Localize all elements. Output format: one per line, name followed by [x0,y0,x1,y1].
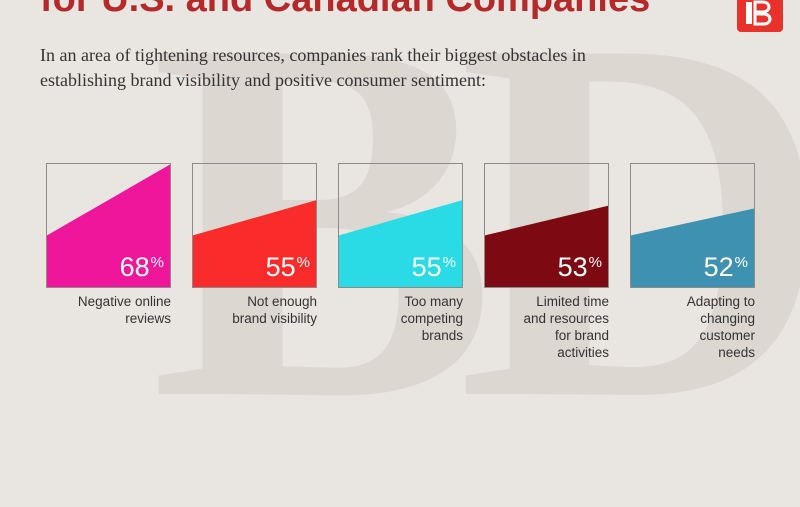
category-label-line: reviews [125,311,171,326]
data-label-value: 53 [557,252,588,282]
bar-card: 55% [338,163,463,288]
logo-mark-icon [746,0,772,26]
category-label: Negative online reviews [46,293,171,327]
data-label-unit: % [442,254,456,271]
category-label-line: needs [718,345,755,360]
data-label-unit: % [296,254,310,271]
bar-mark [47,164,170,287]
bar-triangle [485,205,608,287]
data-label: 55% [266,249,310,281]
category-label-line: customer [699,328,755,343]
bar-mark [339,200,462,287]
data-label: 55% [412,249,456,281]
category-label-line: Not enough [247,294,317,309]
bar-triangle [47,164,170,287]
category-label-line: competing [400,311,463,326]
category-label: Too many competing brands [338,293,463,344]
bar-card: 68% [46,163,171,288]
category-label-line: Negative online [77,294,171,309]
data-label-unit: % [734,254,748,271]
category-label-line: brands [421,328,463,343]
bar-card: 55% [192,163,317,288]
bar-triangle [193,200,316,287]
chart-subtitle: In an area of tightening resources, comp… [40,45,586,90]
category-label-line: brand visibility [232,311,317,326]
data-label-value: 68 [119,252,150,282]
category-label: Adapting to changing customer needs [630,293,755,361]
data-label-unit: % [150,254,164,271]
page-title: for U.S. and Canadian Companies [40,0,650,21]
bar-triangle [631,208,754,287]
category-label: Limited time and resources for brand activi… [484,293,609,361]
category-label: Not enough brand visibility [192,293,317,327]
data-label-value: 55 [411,252,442,282]
bar-triangle [339,200,462,287]
category-label-line: changing [700,311,755,326]
bar-mark [631,208,754,287]
category-label-line: Too many [404,294,463,309]
data-label-value: 55 [265,252,296,282]
bar-mark [485,205,608,287]
bar-card: 53% [484,163,609,288]
data-label-value: 52 [703,252,734,282]
category-label-line: and resources [523,311,609,326]
data-label: 52% [704,249,748,281]
data-label: 68% [120,249,164,281]
category-label-line: for brand [554,328,609,343]
bar-mark [193,200,316,287]
category-label-line: Limited time [536,294,609,309]
brand-logo [737,0,783,32]
category-label-line: Adapting to [686,294,755,309]
data-label-unit: % [588,254,602,271]
bar-card: 52% [630,163,755,288]
category-label-line: activities [557,345,609,360]
data-label: 53% [558,249,602,281]
